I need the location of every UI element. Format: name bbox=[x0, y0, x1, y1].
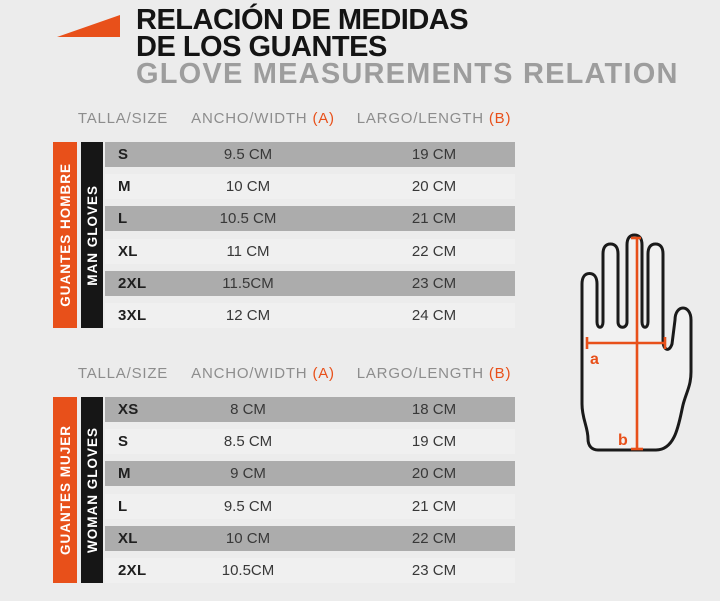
size-cell: 2XL bbox=[118, 274, 147, 292]
man-gloves-table: TALLA/SIZE ANCHO/WIDTH (A) LARGO/LENGTH (B… bbox=[53, 108, 515, 328]
side-label-es-man: GUANTES HOMBRE bbox=[57, 163, 73, 307]
brand-triangle-logo bbox=[57, 15, 120, 37]
size-cell: 3XL bbox=[118, 306, 147, 324]
man-gloves-rows: S 9.5 CM 19 CM M 10 CM 20 CM L 10.5 CM 2… bbox=[105, 142, 515, 328]
man-gloves-table-body: GUANTES HOMBRE MAN GLOVES S 9.5 CM 19 CM… bbox=[53, 142, 515, 328]
width-cell: 8.5 CM bbox=[223, 433, 273, 451]
width-label-a: a bbox=[590, 351, 599, 368]
side-label-en-man: MAN GLOVES bbox=[84, 184, 100, 286]
col-header-width-label: ANCHO/WIDTH bbox=[191, 109, 308, 127]
col-header-width-label: ANCHO/WIDTH bbox=[191, 364, 308, 382]
width-marker-a: (A) bbox=[312, 364, 335, 382]
table-row: M 10 CM 20 CM bbox=[105, 174, 515, 200]
length-cell: 21 CM bbox=[411, 497, 457, 515]
col-header-length-label: LARGO/LENGTH bbox=[356, 364, 484, 382]
size-cell: XS bbox=[118, 401, 139, 418]
width-cell: 10 CM bbox=[225, 529, 271, 547]
page-subtitle-en: GLOVE MEASUREMENTS RELATION bbox=[136, 58, 679, 90]
length-cell: 23 CM bbox=[411, 561, 457, 579]
side-bar-es-man: GUANTES HOMBRE bbox=[53, 142, 77, 328]
table-row: XL 10 CM 22 CM bbox=[105, 525, 515, 551]
length-cell: 20 CM bbox=[411, 178, 457, 196]
side-label-es-woman: GUANTES MUJER bbox=[57, 424, 73, 555]
length-cell: 18 CM bbox=[411, 401, 457, 418]
width-cell: 11.5CM bbox=[222, 274, 274, 292]
length-cell: 24 CM bbox=[411, 306, 457, 324]
side-label-en-woman: WOMAN GLOVES bbox=[84, 427, 100, 553]
size-cell: XL bbox=[118, 529, 138, 547]
col-header-width: ANCHO/WIDTH (A) bbox=[173, 110, 353, 127]
width-cell: 10.5 CM bbox=[219, 210, 277, 228]
length-cell: 19 CM bbox=[411, 433, 457, 451]
width-cell: 8 CM bbox=[230, 401, 266, 418]
table-header-row: TALLA/SIZE ANCHO/WIDTH (A) LARGO/LENGTH (B… bbox=[53, 363, 515, 383]
woman-gloves-table-body: GUANTES MUJER WOMAN GLOVES XS 8 CM 18 CM… bbox=[53, 397, 515, 583]
woman-gloves-table: TALLA/SIZE ANCHO/WIDTH (A) LARGO/LENGTH (B… bbox=[53, 363, 515, 583]
table-row: M 9 CM 20 CM bbox=[105, 461, 515, 487]
size-cell: L bbox=[118, 497, 128, 515]
length-cell: 22 CM bbox=[411, 529, 457, 547]
length-cell: 20 CM bbox=[411, 465, 457, 483]
length-marker-b: (B) bbox=[488, 109, 512, 127]
width-cell: 11 CM bbox=[226, 242, 270, 260]
length-cell: 19 CM bbox=[411, 146, 457, 163]
table-row: S 8.5 CM 19 CM bbox=[105, 429, 515, 455]
size-cell: M bbox=[118, 465, 131, 483]
col-header-length: LARGO/LENGTH (B) bbox=[353, 365, 515, 382]
table-header-row: TALLA/SIZE ANCHO/WIDTH (A) LARGO/LENGTH (B… bbox=[53, 108, 515, 128]
page-title-es-line2: DE LOS GUANTES bbox=[136, 31, 387, 63]
table-row: 2XL 10.5CM 23 CM bbox=[105, 557, 515, 583]
width-cell: 9 CM bbox=[230, 465, 266, 483]
page-title-es-line1: RELACIÓN DE MEDIDAS bbox=[136, 4, 469, 36]
width-cell: 9.5 CM bbox=[223, 497, 273, 515]
size-cell: M bbox=[118, 178, 131, 196]
width-cell: 9.5 CM bbox=[223, 146, 273, 163]
width-cell: 10 CM bbox=[225, 178, 271, 196]
page-title-block: RELACIÓN DE MEDIDAS DE LOS GUANTES GLOVE… bbox=[136, 4, 679, 90]
table-row: L 9.5 CM 21 CM bbox=[105, 493, 515, 519]
glove-measurement-diagram: a b bbox=[580, 233, 693, 452]
size-cell: 2XL bbox=[118, 561, 147, 579]
woman-gloves-rows: XS 8 CM 18 CM S 8.5 CM 19 CM M 9 CM 20 C… bbox=[105, 397, 515, 583]
side-bar-es-woman: GUANTES MUJER bbox=[53, 397, 77, 583]
length-cell: 23 CM bbox=[411, 274, 457, 292]
width-marker-a: (A) bbox=[312, 109, 335, 127]
table-row: XL 11 CM 22 CM bbox=[105, 238, 515, 264]
side-bar-en-man: MAN GLOVES bbox=[81, 142, 103, 328]
table-row: S 9.5 CM 19 CM bbox=[105, 142, 515, 167]
length-label-b: b bbox=[618, 432, 628, 449]
table-row: 3XL 12 CM 24 CM bbox=[105, 302, 515, 328]
size-cell: S bbox=[118, 433, 129, 451]
table-row: XS 8 CM 18 CM bbox=[105, 397, 515, 422]
table-row: 2XL 11.5CM 23 CM bbox=[105, 270, 515, 296]
length-marker-b: (B) bbox=[488, 364, 512, 382]
col-header-length: LARGO/LENGTH (B) bbox=[353, 110, 515, 127]
size-cell: XL bbox=[118, 242, 138, 260]
size-cell: S bbox=[118, 146, 129, 163]
length-cell: 21 CM bbox=[411, 210, 457, 228]
side-bar-en-woman: WOMAN GLOVES bbox=[81, 397, 103, 583]
size-cell: L bbox=[118, 210, 128, 228]
length-cell: 22 CM bbox=[411, 242, 457, 260]
width-cell: 10.5CM bbox=[221, 561, 275, 579]
col-header-length-label: LARGO/LENGTH bbox=[356, 109, 484, 127]
col-header-width: ANCHO/WIDTH (A) bbox=[173, 365, 353, 382]
col-header-size: TALLA/SIZE bbox=[77, 364, 169, 382]
table-row: L 10.5 CM 21 CM bbox=[105, 206, 515, 232]
width-cell: 12 CM bbox=[225, 306, 271, 324]
col-header-size: TALLA/SIZE bbox=[77, 109, 169, 127]
